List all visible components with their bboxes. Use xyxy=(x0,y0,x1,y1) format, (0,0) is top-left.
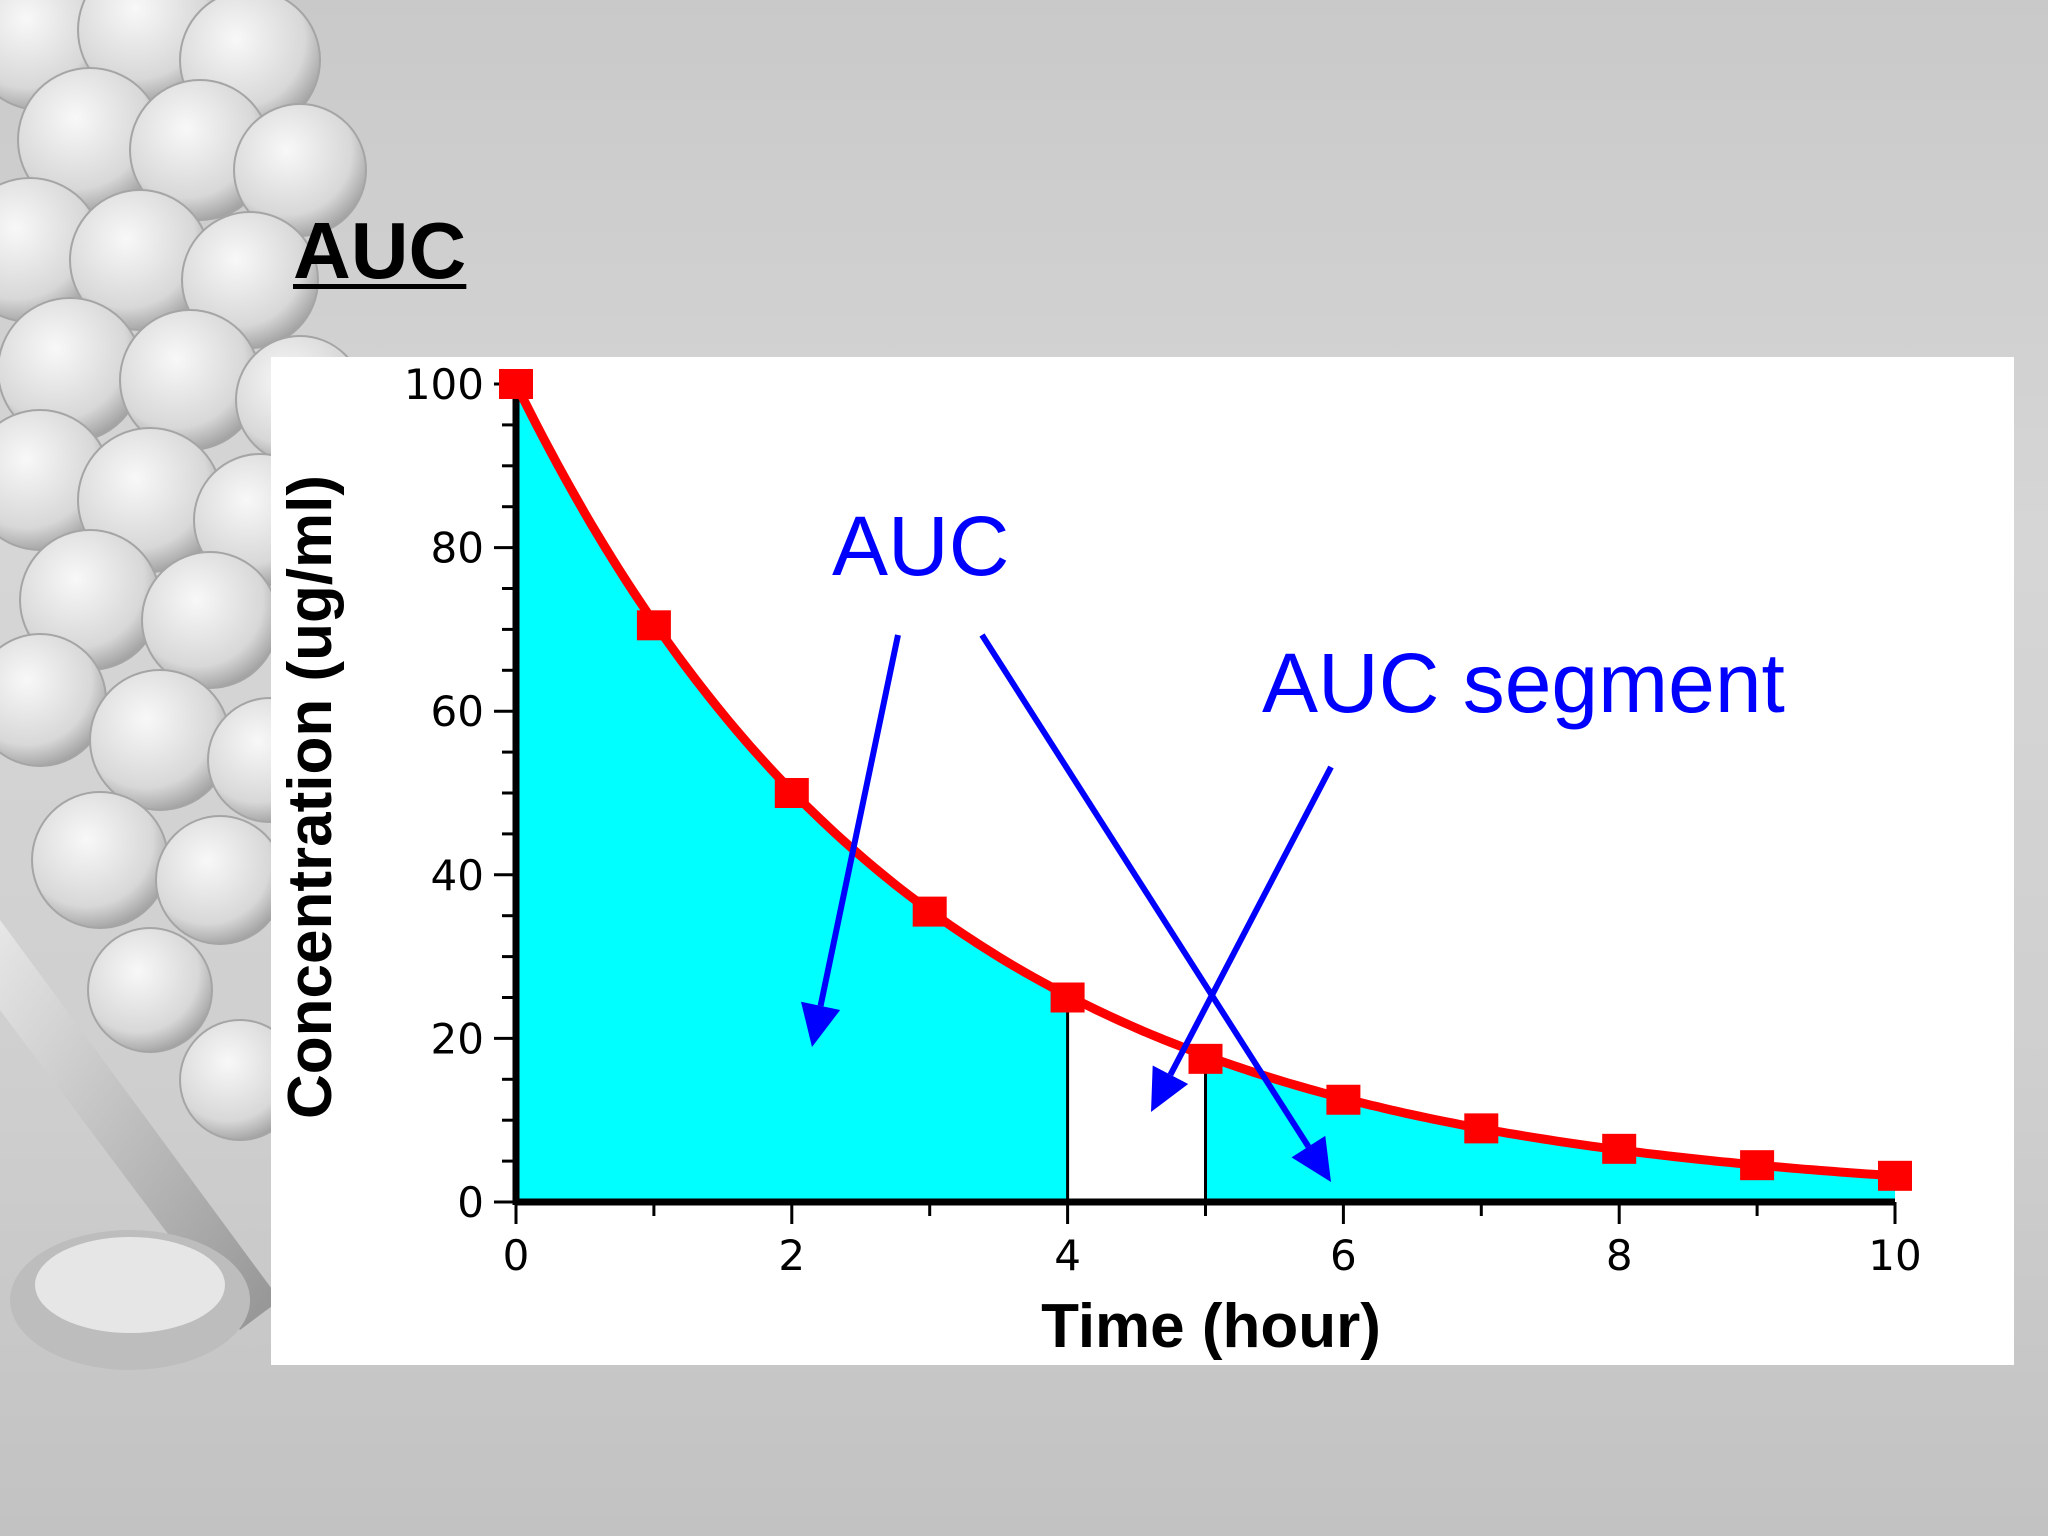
data-point-marker xyxy=(1188,1043,1223,1074)
y-axis-title: Concentration (ug/ml) xyxy=(276,475,345,1119)
data-point-marker xyxy=(1050,982,1085,1013)
data-point-marker xyxy=(1878,1160,1912,1191)
x-tick-label: 0 xyxy=(503,1231,530,1280)
slide-title: AUC xyxy=(293,206,467,295)
x-tick-label: 4 xyxy=(1054,1231,1081,1280)
annotation-auc-segment: AUC segment xyxy=(1262,636,1785,730)
data-point-marker xyxy=(774,778,809,808)
chart-panel: 0 20 40 60 80 100 0 2 4 6 8 10 Time (hour) Concentrat… xyxy=(271,357,2014,1365)
y-tick-label: 0 xyxy=(457,1178,484,1227)
auc-segment-arrow xyxy=(1151,765,1334,1112)
data-point-marker xyxy=(1602,1133,1637,1164)
auc-arrow-right xyxy=(979,633,1331,1182)
data-point-marker xyxy=(912,896,947,927)
x-tick-label: 2 xyxy=(778,1231,805,1280)
data-point-marker xyxy=(1740,1150,1775,1181)
auc-area-after-segment xyxy=(1205,1055,1895,1202)
annotation-auc: AUC xyxy=(832,499,1009,593)
data-point-marker xyxy=(1464,1113,1499,1144)
x-tick-label: 8 xyxy=(1606,1231,1633,1280)
y-tick-label: 100 xyxy=(404,360,484,409)
data-point-marker xyxy=(1326,1084,1361,1115)
auc-chart: 0 20 40 60 80 100 0 2 4 6 8 10 Time (hour) Concentrat… xyxy=(276,360,1922,1361)
y-tick-label: 20 xyxy=(431,1014,484,1063)
x-tick-label: 10 xyxy=(1868,1231,1921,1280)
data-point-marker xyxy=(636,610,671,641)
x-axis-title: Time (hour) xyxy=(1041,1292,1381,1361)
y-tick-label: 80 xyxy=(431,524,484,573)
auc-arrow-left xyxy=(801,634,901,1047)
data-point-marker xyxy=(499,369,533,399)
y-tick-label: 60 xyxy=(431,687,484,736)
y-tick-label: 40 xyxy=(431,851,484,900)
x-tick-label: 6 xyxy=(1330,1231,1357,1280)
